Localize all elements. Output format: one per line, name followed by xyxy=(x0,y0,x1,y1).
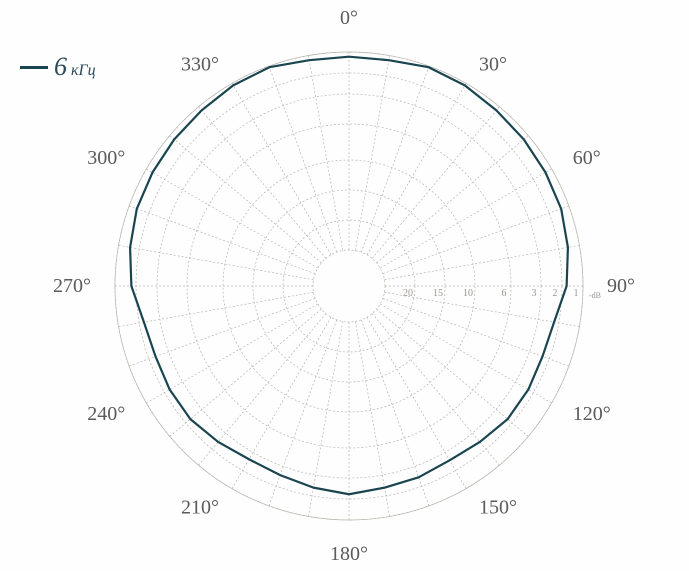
angle-tick-label: 60° xyxy=(573,147,601,169)
radial-tick-label: 15 xyxy=(433,288,443,299)
angle-tick-label: 300° xyxy=(87,147,125,169)
angle-tick-label: 120° xyxy=(573,403,611,425)
radial-tick-label: 2 xyxy=(553,288,558,299)
polar-chart-container: 1 2 3 6 10 15 20 -dB 0° 30° 60° 90° 120° 150° 180° 210°… xyxy=(0,0,689,571)
angle-tick-label: 330° xyxy=(181,53,219,75)
angle-tick-label: 30° xyxy=(479,53,507,75)
angle-tick-label: 180° xyxy=(330,543,368,565)
angle-tick-label: 210° xyxy=(181,497,219,519)
radial-tick-label: 1 xyxy=(574,288,579,299)
radial-tick-label: 20 xyxy=(403,288,413,299)
angle-tick-label: 90° xyxy=(607,275,635,297)
radial-tick-label: 10 xyxy=(463,288,473,299)
angle-tick-label: 240° xyxy=(87,403,125,425)
legend-swatch xyxy=(20,66,48,69)
radial-tick-label: 3 xyxy=(532,288,537,299)
radial-tick-label: 6 xyxy=(502,288,507,299)
legend-label: 6 кГц xyxy=(54,52,96,82)
polar-chart-svg: 1 2 3 6 10 15 20 -dB 0° 30° 60° 90° 120° 150° 180° 210°… xyxy=(0,0,689,571)
angle-tick-label: 270° xyxy=(53,275,91,297)
legend: 6 кГц xyxy=(20,52,96,82)
radial-unit-label: -dB xyxy=(589,291,601,300)
angle-tick-label: 150° xyxy=(479,497,517,519)
angle-tick-label: 0° xyxy=(340,7,358,29)
